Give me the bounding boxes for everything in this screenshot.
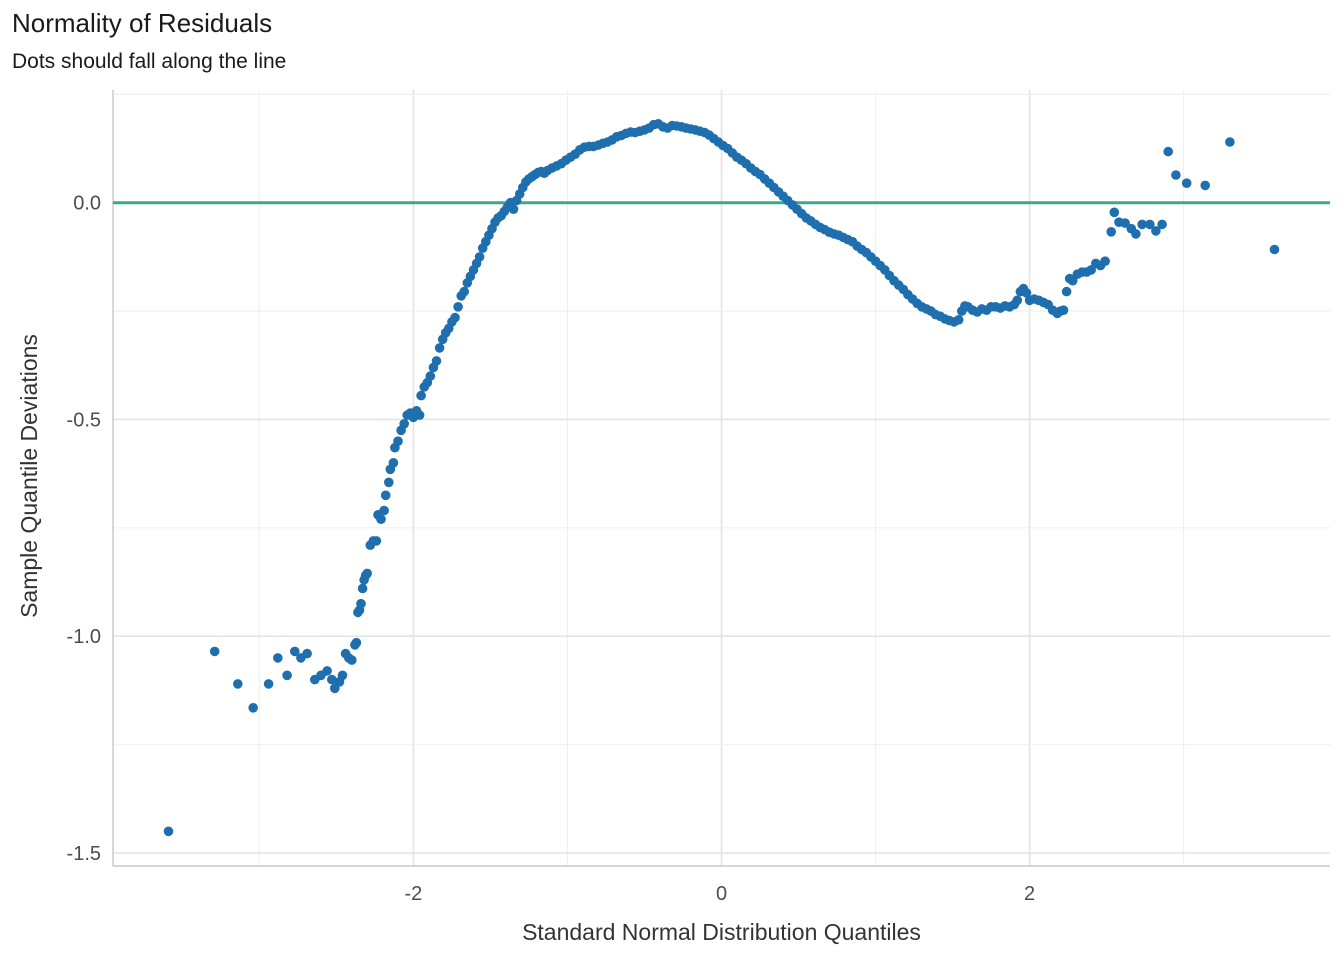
data-point [1120,218,1130,228]
data-point [1171,170,1181,180]
data-point [379,505,389,516]
data-point [248,703,258,713]
data-point [1163,146,1173,157]
data-point [290,646,300,657]
data-point [1106,227,1116,237]
data-point [362,568,373,579]
data-point [302,648,312,659]
y-tick-labels: -1.5 -1.0 -0.5 0.0 [67,193,101,865]
data-point [414,410,425,420]
data-point [1100,256,1110,267]
data-point [347,655,357,665]
x-tick-label: 0 [716,883,727,905]
y-tick-label: -0.5 [67,409,101,431]
data-point [1269,244,1280,255]
y-tick-label: -1.0 [67,626,101,648]
data-point [357,583,368,594]
data-point [459,286,470,297]
data-point [1151,226,1161,236]
data-point [399,419,410,429]
data-point [450,312,460,323]
data-point [1225,137,1235,147]
data-point [1157,219,1167,230]
chart-title: Normality of Residuals [12,8,273,38]
data-point [209,646,220,657]
x-tick-label: 2 [1024,883,1035,905]
data-point [1061,286,1072,297]
data-point [453,302,463,312]
data-point [371,536,382,546]
data-point [1012,295,1023,306]
data-point [953,315,964,325]
data-point [1137,219,1147,230]
data-point [376,514,386,524]
data-point [263,679,274,689]
data-point [431,356,442,366]
grid-lines [113,90,1330,866]
data-point [508,204,519,214]
data-point [416,390,426,401]
chart-subtitle: Dots should fall along the line [12,50,287,73]
data-point [388,458,399,468]
data-point [1109,207,1120,218]
y-tick-label: 0.0 [73,193,101,215]
data-point [322,666,332,676]
y-tick-label: -1.5 [67,843,101,865]
data-point [474,252,485,262]
data-point [384,477,394,488]
data-point [327,674,337,685]
data-point [1145,219,1155,230]
data-point [356,598,366,609]
data-point [1200,180,1210,191]
y-axis-title: Sample Quantile Deviations [16,334,42,618]
data-point [393,436,403,447]
data-point [1131,229,1141,239]
data-point [282,670,292,681]
data-point [425,371,436,381]
data-point [273,653,283,663]
data-point [351,637,362,648]
data-point [380,490,391,501]
data-point [434,343,445,353]
x-tick-labels: -2 0 2 [405,883,1036,905]
data-point [1021,288,1032,298]
data-point [233,679,243,689]
data-point [163,826,174,837]
data-points [163,119,1280,837]
data-point [1058,305,1069,316]
x-tick-label: -2 [405,883,423,905]
data-point [1181,178,1192,188]
data-point [337,670,348,681]
x-axis-title: Standard Normal Distribution Quantiles [522,919,921,945]
